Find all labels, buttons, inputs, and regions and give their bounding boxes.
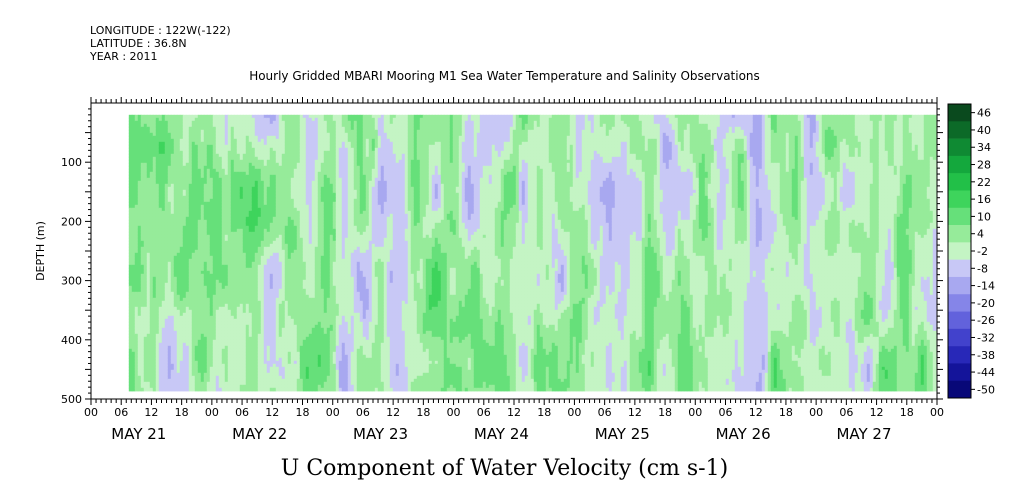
x-tick-label: 00 <box>205 406 219 419</box>
colorbar-label: 16 <box>977 193 991 206</box>
colorbar-label: 28 <box>977 159 991 172</box>
colorbar-label: -44 <box>977 366 995 379</box>
colorbar-label: -8 <box>977 262 988 275</box>
colorbar-label: 46 <box>977 107 991 120</box>
x-tick-label: 06 <box>235 406 249 419</box>
x-tick-label: 00 <box>688 406 702 419</box>
colorbar-swatch <box>948 190 971 209</box>
colorbar-swatch <box>948 294 971 312</box>
colorbar-swatch <box>948 173 971 191</box>
x-tick-label: 18 <box>658 406 672 419</box>
x-tick-label: 18 <box>537 406 551 419</box>
colorbar-swatch <box>948 207 971 226</box>
x-tick-label: 00 <box>326 406 340 419</box>
colorbar-swatch <box>948 380 971 399</box>
colorbar-swatch <box>948 155 971 174</box>
x-tick-label: 12 <box>386 406 400 419</box>
x-tick-label: 00 <box>567 406 581 419</box>
x-day-label: MAY 26 <box>716 425 771 443</box>
colorbar-swatch <box>948 138 971 157</box>
x-tick-label: 00 <box>809 406 823 419</box>
colorbar-label: -38 <box>977 349 995 362</box>
longitude-label: LONGITUDE : 122W(-122) <box>90 25 231 37</box>
x-tick-label: 00 <box>930 406 944 419</box>
velocity-field <box>128 114 937 392</box>
y-tick-label: 400 <box>61 334 82 347</box>
colorbar-label: 34 <box>977 141 991 154</box>
x-tick-label: 00 <box>84 406 98 419</box>
colorbar-label: -26 <box>977 314 995 327</box>
colorbar-swatch <box>948 104 971 122</box>
x-tick-label: 12 <box>265 406 279 419</box>
chart-subtitle: U Component of Water Velocity (cm s-1) <box>0 456 1009 481</box>
colorbar-label: -14 <box>977 280 995 293</box>
chart-title: Hourly Gridded MBARI Mooring M1 Sea Wate… <box>0 69 1009 83</box>
x-tick-label: 12 <box>870 406 884 419</box>
x-day-label: MAY 25 <box>595 425 650 443</box>
colorbar-swatch <box>948 328 971 347</box>
colorbar-swatch <box>948 276 971 295</box>
latitude-label: LATITUDE : 36.8N <box>90 38 187 50</box>
colorbar-swatch <box>948 346 971 364</box>
x-tick-label: 06 <box>477 406 491 419</box>
x-day-label: MAY 24 <box>474 425 529 443</box>
colorbar-label: -50 <box>977 383 995 396</box>
x-day-label: MAY 21 <box>111 425 166 443</box>
x-tick-label: 06 <box>719 406 733 419</box>
x-tick-label: 06 <box>839 406 853 419</box>
x-tick-label: 18 <box>779 406 793 419</box>
y-axis-label: DEPTH (m) <box>34 221 47 281</box>
x-tick-label: 00 <box>447 406 461 419</box>
colorbar-label: -32 <box>977 331 995 344</box>
x-tick-label: 12 <box>144 406 158 419</box>
colorbar-swatch <box>948 259 971 278</box>
x-tick-label: 18 <box>175 406 189 419</box>
x-tick-label: 18 <box>900 406 914 419</box>
x-tick-label: 06 <box>598 406 612 419</box>
x-tick-label: 18 <box>416 406 430 419</box>
x-tick-label: 06 <box>356 406 370 419</box>
x-tick-label: 06 <box>114 406 128 419</box>
colorbar-label: -20 <box>977 297 995 310</box>
colorbar-swatch <box>948 363 971 382</box>
x-day-label: MAY 27 <box>836 425 891 443</box>
y-tick-label: 100 <box>61 156 82 169</box>
colorbar-swatch <box>948 311 971 330</box>
x-tick-label: 12 <box>507 406 521 419</box>
x-tick-label: 12 <box>628 406 642 419</box>
colorbar-label: 10 <box>977 210 991 223</box>
y-tick-label: 500 <box>61 393 82 406</box>
colorbar-label: -2 <box>977 245 988 258</box>
colorbar-label: 22 <box>977 176 991 189</box>
x-tick-label: 12 <box>749 406 763 419</box>
y-tick-label: 200 <box>61 215 82 228</box>
colorbar-label: 40 <box>977 124 991 137</box>
x-day-label: MAY 22 <box>232 425 287 443</box>
x-tick-label: 18 <box>296 406 310 419</box>
colorbar-swatch <box>948 242 971 260</box>
x-day-label: MAY 23 <box>353 425 408 443</box>
colorbar-swatch <box>948 225 971 243</box>
year-label: YEAR : 2011 <box>90 51 158 63</box>
colorbar-swatch <box>948 121 971 139</box>
colorbar-label: 4 <box>977 228 984 241</box>
y-tick-label: 300 <box>61 275 82 288</box>
